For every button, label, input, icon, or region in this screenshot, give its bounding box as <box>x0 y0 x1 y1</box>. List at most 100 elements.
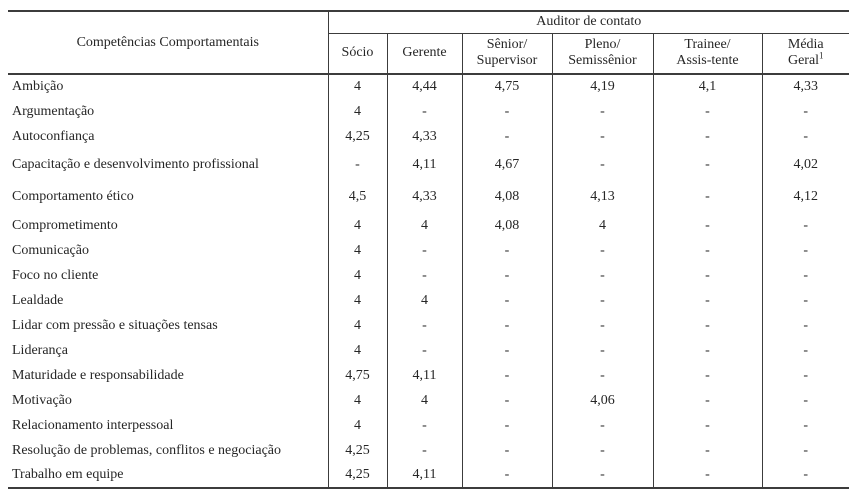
competency-label: Resolução de problemas, conflitos e nego… <box>8 438 328 463</box>
score-cell: - <box>462 124 552 149</box>
score-cell: - <box>762 388 849 413</box>
score-cell: - <box>462 288 552 313</box>
score-cell: - <box>762 288 849 313</box>
score-cell: 4 <box>328 413 387 438</box>
competency-label: Lidar com pressão e situações tensas <box>8 313 328 338</box>
score-cell: - <box>552 338 653 363</box>
score-cell: 4 <box>328 263 387 288</box>
score-cell: 4 <box>328 288 387 313</box>
score-cell: - <box>653 338 762 363</box>
table-row: Capacitação e desenvolvimento profission… <box>8 149 849 181</box>
column-header: Sócio <box>328 33 387 74</box>
score-cell: 4 <box>328 238 387 263</box>
score-cell: - <box>762 213 849 238</box>
score-cell: - <box>653 438 762 463</box>
competency-label: Trabalho em equipe <box>8 463 328 488</box>
column-header-line: Assis-tente <box>654 53 762 69</box>
competency-label: Comunicação <box>8 238 328 263</box>
column-header: Sênior/Supervisor <box>462 33 552 74</box>
column-header-line: Trainee/ <box>654 37 762 53</box>
competency-label: Comprometimento <box>8 213 328 238</box>
score-cell: 4,75 <box>462 74 552 99</box>
competency-label: Argumentação <box>8 99 328 124</box>
score-cell: - <box>387 413 462 438</box>
score-cell: - <box>653 388 762 413</box>
column-header-line: Geral1 <box>763 53 849 69</box>
competency-label: Motivação <box>8 388 328 413</box>
group-header: Auditor de contato <box>328 11 849 33</box>
column-header-line: Pleno/ <box>553 37 653 53</box>
score-cell: 4,33 <box>387 181 462 213</box>
score-cell: - <box>653 263 762 288</box>
score-cell: - <box>552 438 653 463</box>
score-cell: 4,1 <box>653 74 762 99</box>
score-cell: - <box>552 124 653 149</box>
competency-label: Lealdade <box>8 288 328 313</box>
column-header-line: Supervisor <box>463 53 552 69</box>
score-cell: 4,75 <box>328 363 387 388</box>
score-cell: - <box>762 413 849 438</box>
score-cell: 4 <box>328 388 387 413</box>
score-cell: - <box>653 149 762 181</box>
score-cell: 4 <box>387 213 462 238</box>
column-header-line: Sênior/ <box>463 37 552 53</box>
score-cell: 4,25 <box>328 124 387 149</box>
score-cell: 4,12 <box>762 181 849 213</box>
score-cell: 4,33 <box>762 74 849 99</box>
score-cell: - <box>552 363 653 388</box>
competency-label: Foco no cliente <box>8 263 328 288</box>
score-cell: - <box>462 463 552 488</box>
score-cell: - <box>462 238 552 263</box>
score-cell: 4 <box>552 213 653 238</box>
score-cell: - <box>462 338 552 363</box>
score-cell: - <box>387 238 462 263</box>
score-cell: 4,44 <box>387 74 462 99</box>
score-cell: - <box>462 388 552 413</box>
score-cell: - <box>653 313 762 338</box>
score-cell: - <box>653 288 762 313</box>
score-cell: - <box>462 413 552 438</box>
score-cell: 4,11 <box>387 363 462 388</box>
score-cell: 4 <box>387 388 462 413</box>
score-cell: 4,67 <box>462 149 552 181</box>
score-cell: 4 <box>387 288 462 313</box>
score-cell: - <box>462 438 552 463</box>
competency-label: Ambição <box>8 74 328 99</box>
score-cell: - <box>653 124 762 149</box>
score-cell: - <box>653 213 762 238</box>
score-cell: 4 <box>328 74 387 99</box>
score-cell: - <box>552 288 653 313</box>
competency-label: Comportamento ético <box>8 181 328 213</box>
group-header-row: Competências Comportamentais Auditor de … <box>8 11 849 33</box>
score-cell: - <box>762 363 849 388</box>
score-cell: - <box>653 99 762 124</box>
score-cell: - <box>762 238 849 263</box>
score-cell: - <box>462 263 552 288</box>
score-cell: - <box>653 363 762 388</box>
table-row: Resolução de problemas, conflitos e nego… <box>8 438 849 463</box>
score-cell: 4,25 <box>328 438 387 463</box>
score-cell: 4,11 <box>387 463 462 488</box>
score-cell: - <box>653 413 762 438</box>
score-cell: 4,19 <box>552 74 653 99</box>
column-header: Trainee/Assis-tente <box>653 33 762 74</box>
score-cell: 4,06 <box>552 388 653 413</box>
score-cell: - <box>462 363 552 388</box>
score-cell: 4,13 <box>552 181 653 213</box>
score-cell: 4,5 <box>328 181 387 213</box>
competency-label: Maturidade e responsabilidade <box>8 363 328 388</box>
score-cell: - <box>552 413 653 438</box>
column-header: Pleno/Semissênior <box>552 33 653 74</box>
score-cell: - <box>387 313 462 338</box>
score-cell: - <box>387 338 462 363</box>
